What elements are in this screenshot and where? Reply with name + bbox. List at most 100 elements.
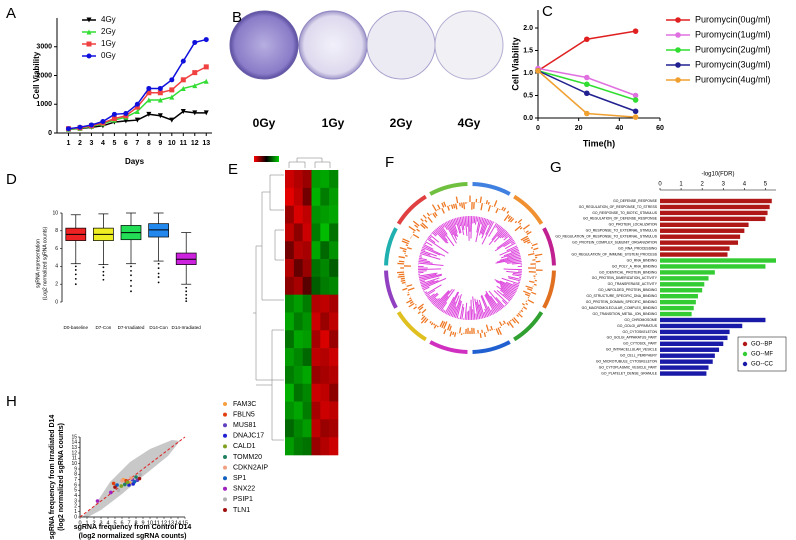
circos-spike	[527, 288, 533, 291]
heatmap-cell	[311, 348, 321, 367]
x-tick-label: 3	[722, 182, 726, 188]
x-tick-label: 6	[124, 140, 128, 147]
marker	[632, 97, 639, 103]
circos-spike	[432, 230, 438, 236]
point	[120, 478, 124, 483]
outlier	[185, 293, 188, 296]
marker	[100, 119, 106, 124]
circos-spike	[506, 210, 510, 214]
circos-spike	[531, 243, 538, 247]
legend-marker	[223, 433, 227, 438]
heatmap-cell	[302, 330, 312, 349]
heatmap-cell	[293, 312, 303, 331]
legend-marker	[223, 476, 227, 481]
circos-spike	[450, 295, 460, 317]
y-tick-label: 1000	[36, 101, 52, 108]
marker	[180, 58, 186, 64]
heatmap-cell	[302, 223, 312, 242]
legend-marker	[675, 62, 681, 68]
marker	[134, 101, 140, 107]
circos-spike	[503, 234, 511, 241]
image-caption: 0Gy	[253, 116, 276, 130]
heatmap-cell	[329, 419, 339, 438]
circos-spike	[466, 216, 468, 227]
heatmap-cell	[320, 365, 330, 385]
circos-spike	[459, 216, 465, 235]
circos-spike	[476, 216, 479, 222]
circos-spike	[419, 280, 426, 283]
heatmap-cell	[285, 276, 295, 295]
heatmap-cell	[302, 205, 312, 224]
circos-spike	[459, 327, 462, 334]
circos-spike	[523, 306, 528, 310]
circos-spike	[500, 289, 513, 299]
marker	[134, 104, 140, 110]
circos-spike	[415, 303, 417, 306]
panel-letter: A	[6, 5, 16, 22]
circos-spike	[434, 290, 450, 307]
circos-spike	[479, 333, 482, 338]
circos-spike	[499, 230, 508, 239]
category-label: GO_INTRACELLULAR_VESICLE	[606, 348, 658, 352]
circos-spike	[444, 222, 457, 244]
circos-spike	[503, 214, 510, 222]
legend-label: Puromycin(2ug/ml)	[695, 44, 771, 54]
dish-image	[229, 10, 299, 80]
circos-spike	[417, 311, 421, 315]
outlier	[102, 266, 105, 269]
y-tick-label: 0	[48, 130, 52, 137]
marker	[157, 85, 163, 91]
circos-spike	[421, 248, 426, 251]
circos-spike	[445, 291, 459, 315]
circos-spike	[430, 297, 437, 303]
legend-marker	[223, 497, 227, 502]
circos-spike	[476, 299, 482, 319]
category-label: GO_RESPONSE_TO_EXTERNAL_STIMULUS	[586, 229, 658, 233]
y-axis-label: (log2 normalized sgRNA counts)	[58, 423, 65, 531]
circos-spike	[455, 196, 459, 204]
point	[116, 488, 121, 493]
circos-spike	[421, 314, 424, 317]
circos-spike	[423, 243, 434, 250]
y-tick-label: 0	[74, 514, 77, 520]
category-label: GO_RNA_BINDING	[627, 258, 658, 262]
circos-spike	[451, 218, 458, 233]
outlier	[130, 274, 132, 277]
heatmap-cell	[320, 259, 330, 278]
marker	[632, 114, 639, 120]
point	[119, 484, 124, 488]
circos-spike	[456, 301, 462, 319]
circos-spike	[523, 224, 530, 230]
circos-spike	[424, 241, 433, 247]
circos-spike	[418, 306, 424, 311]
legend-marker	[86, 17, 92, 23]
heatmap-cell	[320, 241, 330, 260]
circos-spike	[516, 314, 520, 318]
category-label: GO_PROTEIN_DOMAIN_SPECIFIC_BINDING	[586, 300, 658, 304]
point	[138, 472, 142, 477]
circos-spike	[473, 216, 476, 224]
circos-spike	[517, 218, 523, 224]
legend-marker	[223, 412, 227, 417]
category-label: GO_CHROMOSOME	[624, 318, 657, 322]
y-axis-label: Cell Viability	[510, 37, 520, 90]
bar	[660, 323, 743, 329]
bar	[660, 222, 749, 227]
panel-letter: E	[228, 161, 238, 178]
circos-spike	[498, 321, 503, 327]
circos-spike	[503, 249, 520, 257]
circos-spike	[508, 235, 512, 239]
circos-spike	[474, 216, 478, 225]
heatmap-cell	[285, 437, 295, 456]
circos-spike	[424, 291, 428, 294]
circos-spike	[504, 304, 506, 307]
circos-spike	[495, 257, 522, 264]
circos-spike	[439, 225, 455, 247]
marker	[584, 90, 590, 97]
bar	[660, 365, 709, 370]
circos-spike	[422, 214, 427, 219]
y-tick-label: 2000	[36, 72, 52, 79]
x-tick-label: 2	[78, 140, 82, 147]
y-tick-label: 13	[71, 445, 77, 451]
circos-spike	[501, 251, 520, 259]
